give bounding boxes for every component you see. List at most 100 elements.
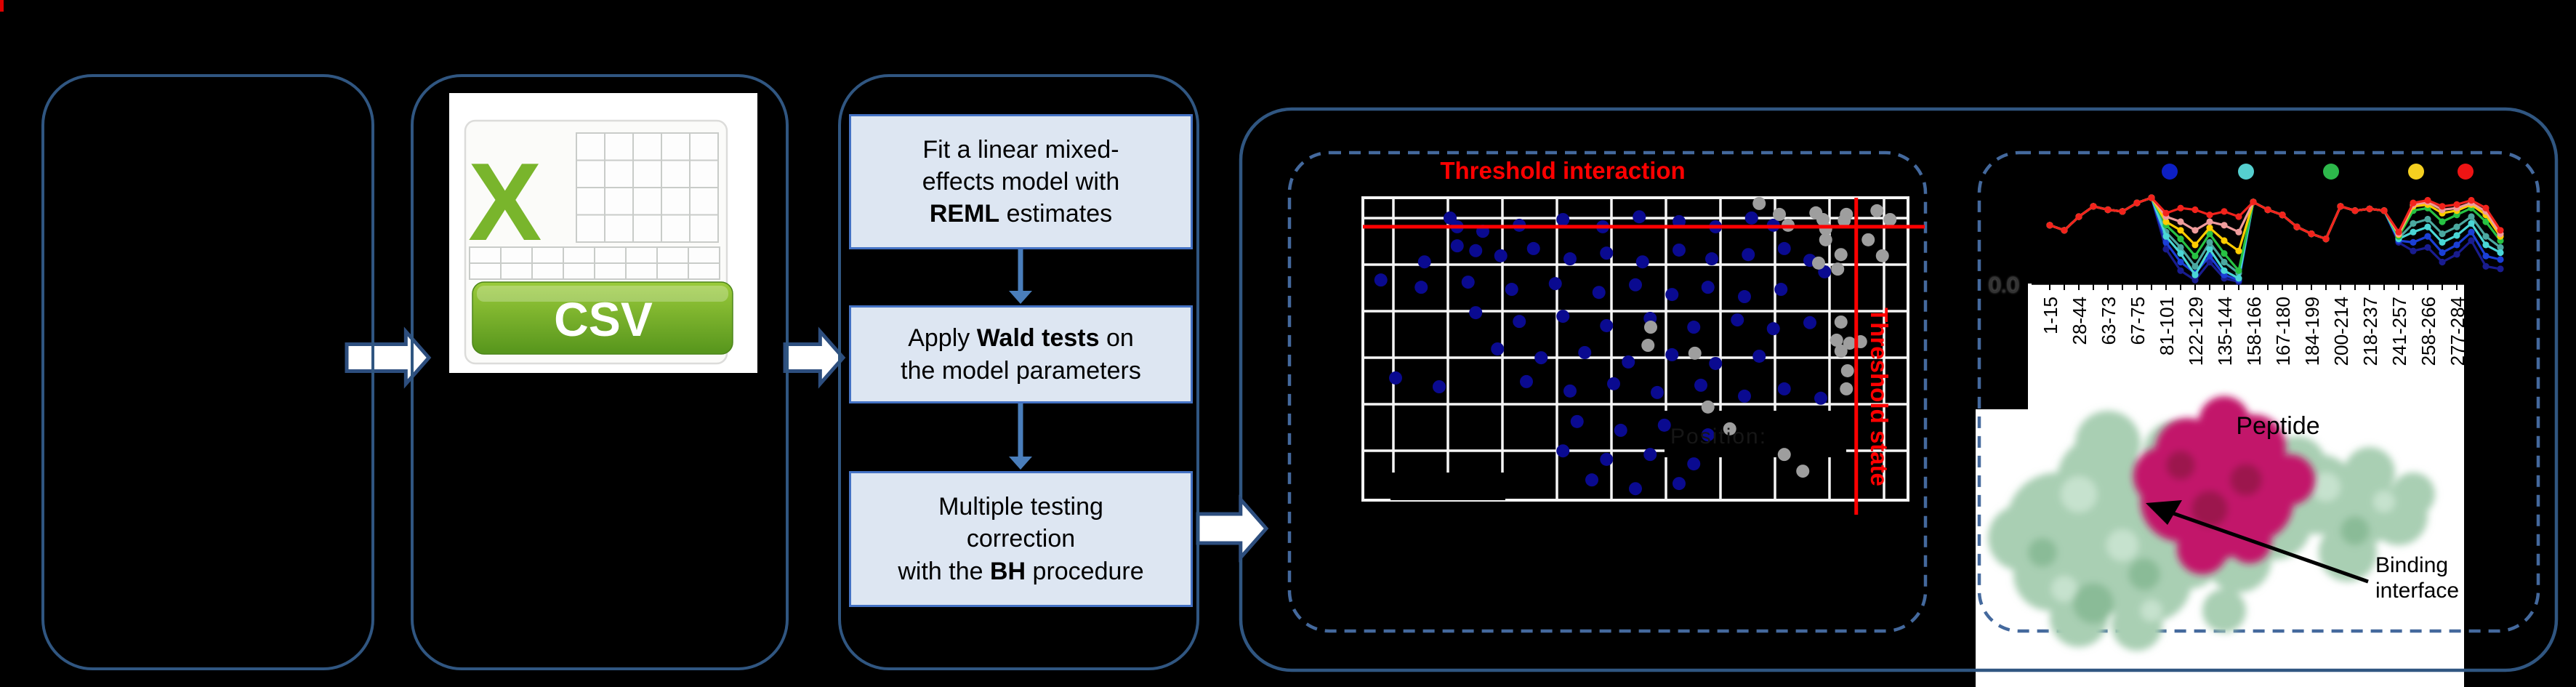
nonsignificant-point [1777,448,1791,462]
peptide-tick-label: 135-144 [2214,297,2236,366]
significant-point [1803,316,1816,329]
workflow-step-fit-model: Fit a linear mixed-effects model with REM… [849,114,1193,249]
significant-point [1505,283,1518,297]
significant-point [1556,212,1570,226]
significant-point [1629,278,1642,292]
significant-point [1777,241,1791,255]
nonsignificant-point [1773,207,1786,221]
binding-interface-annotation: Binding interface [2375,553,2464,605]
timepoint-legend-dot [2238,164,2254,180]
nonsignificant-point [1838,214,1851,228]
timepoint-legend-dot [2408,164,2424,180]
threshold-state-label: Threshold state [1866,308,1893,486]
significant-point [1592,286,1606,300]
interaction-scatter-plot [1361,196,1925,515]
binding-interface-line2: interface [2375,579,2460,603]
significant-point [1643,448,1657,462]
nonsignificant-point [1834,248,1848,262]
nonsignificant-point [1701,400,1715,414]
binding-interface-arrow [2164,508,2369,584]
panel-statistical-workflow [838,74,1199,670]
peptide-tick-label: 158-166 [2243,297,2265,366]
arrow-step1-step2-head [1009,291,1032,304]
peptide-tick-label: 218-237 [2359,297,2381,366]
significant-point [1738,290,1751,304]
significant-point [1414,281,1428,294]
peptide-tick-label: 122-129 [2185,297,2207,366]
significant-point [1774,283,1788,297]
panel-results-group [1239,107,2559,672]
significant-point [1665,347,1679,361]
workflow-step-line: Multiple testing [938,493,1103,521]
nonsignificant-point [1723,422,1736,435]
arrow-csv-to-workflow [783,326,846,389]
peptide-tick-label: 1-15 [2040,297,2061,335]
significant-point [1752,349,1766,363]
binding-interface-line1: Binding [2375,553,2449,577]
nonsignificant-point [1861,233,1875,246]
panel-csv-export [411,74,789,670]
peptide-tick-label: 67-75 [2127,297,2149,345]
significant-point [1417,255,1431,269]
nonsignificant-point [1883,212,1897,226]
uptake-profile-plot [2032,164,2504,290]
nonsignificant-point [1834,315,1848,329]
significant-point [1600,246,1614,260]
panel-raw-data [41,74,374,670]
timepoint-legend-dot [2323,164,2339,180]
csv-label: CSV [554,292,653,346]
peptide-tick-label: 167-180 [2272,297,2294,366]
workflow-step-line: effects model with [922,167,1120,196]
peptide-axis-title: Peptide [2236,412,2320,440]
significant-point [1469,306,1483,320]
significant-point [1520,374,1533,388]
arrow-step2-step3-head [1009,457,1032,470]
significant-point [1744,211,1758,225]
significant-point [1687,321,1701,334]
peptide-tick-label: 258-266 [2418,297,2439,366]
significant-point [1673,477,1686,491]
peptide-tick-label: 28-44 [2069,297,2090,345]
csv-file-icon: X CSV [449,93,757,373]
peptide-tick-label: 184-199 [2301,297,2323,366]
significant-point [1633,210,1646,224]
spreadsheet-lower-grid-icon [469,246,720,280]
significant-point [1600,452,1614,466]
peptide-tick-label: 241-257 [2388,297,2410,366]
significant-point [1673,243,1686,257]
nonsignificant-point [1812,256,1825,270]
significant-point [1701,428,1715,442]
hidden-position-axis-label: Position: [1670,425,1768,449]
workflow-step-line: REML estimates [929,200,1113,228]
significant-point [1513,315,1526,329]
threshold-interaction-label: Threshold interaction [1440,157,1686,184]
nonsignificant-point [1831,262,1845,276]
protein-structure [1988,396,2435,651]
significant-point [1777,382,1791,395]
binding-epitope-region [2133,396,2315,574]
significant-point [1578,345,1592,359]
significant-point [1469,244,1483,257]
significant-point [1607,377,1620,390]
panel-uptake-output [1977,150,2540,633]
nonsignificant-point [1688,346,1702,360]
workflow-step-line: Apply Wald tests on [908,324,1134,353]
significant-point [1444,211,1457,225]
significant-point [1687,457,1701,471]
significant-point [1709,356,1723,370]
arrow-workflow-to-results [1196,494,1269,563]
timepoint-legend-dot [2162,164,2178,180]
significant-point [1461,276,1475,289]
significant-point [1556,310,1570,324]
significant-point [1814,391,1827,405]
nonsignificant-point [1796,465,1810,478]
peptide-tick-label: 81-101 [2156,297,2178,355]
significant-point [1450,239,1464,253]
significant-point [1651,385,1664,399]
nonsignificant-point [1875,249,1889,262]
timepoint-legend-dot [2458,164,2474,180]
significant-point [1570,414,1584,428]
significant-point [1694,378,1707,392]
nonsignificant-point [1840,382,1853,395]
